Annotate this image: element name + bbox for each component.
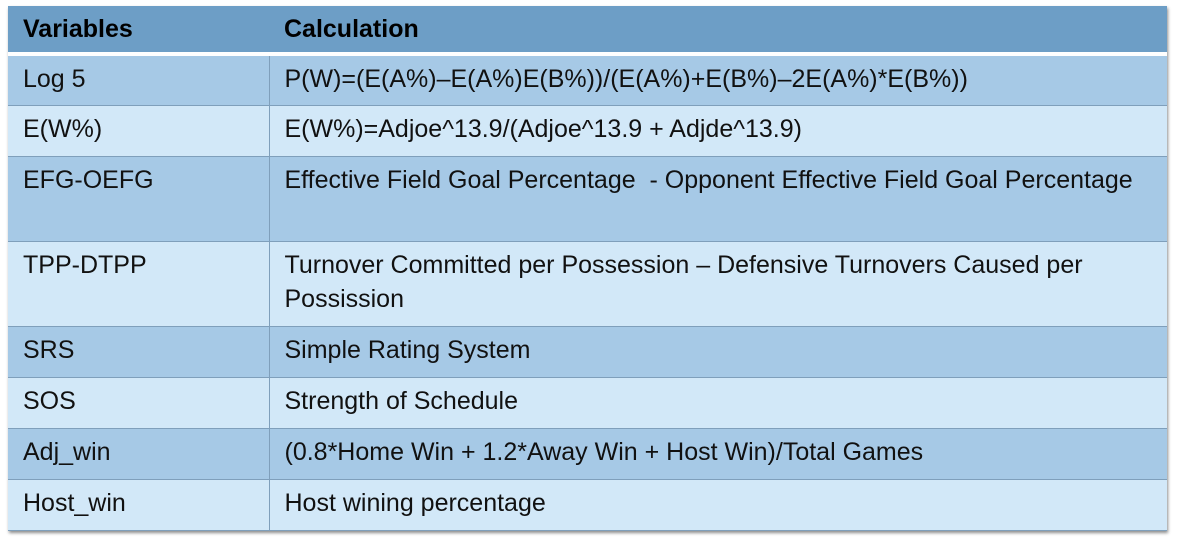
calculation-cell: E(W%)=Adjoe^13.9/(Adjoe^13.9 + Adjde^13.… (269, 105, 1167, 157)
variable-cell: Host_win (8, 479, 270, 531)
calculation-cell: Effective Field Goal Percentage - Oppone… (269, 156, 1167, 242)
variable-cell: Adj_win (8, 428, 270, 480)
table-row: SOS Strength of Schedule (8, 377, 1167, 429)
table-row: Log 5 P(W)=(E(A%)–E(A%)E(B%))/(E(A%)+E(B… (8, 53, 1167, 106)
table-row: EFG-OEFG Effective Field Goal Percentage… (8, 156, 1167, 242)
variable-cell: TPP-DTPP (8, 241, 270, 327)
calculation-cell: P(W)=(E(A%)–E(A%)E(B%))/(E(A%)+E(B%)–2E(… (269, 53, 1167, 106)
variable-cell: EFG-OEFG (8, 156, 270, 242)
variable-cell: Log 5 (8, 53, 270, 106)
calculation-cell: (0.8*Home Win + 1.2*Away Win + Host Win)… (269, 428, 1167, 480)
calculation-cell: Simple Rating System (269, 326, 1167, 378)
table-row: Adj_win (0.8*Home Win + 1.2*Away Win + H… (8, 428, 1167, 480)
table-row: TPP-DTPP Turnover Committed per Possessi… (8, 241, 1167, 327)
table-row: E(W%) E(W%)=Adjoe^13.9/(Adjoe^13.9 + Adj… (8, 105, 1167, 157)
table-row: Host_win Host wining percentage (8, 479, 1167, 531)
variables-table-container: Variables Calculation Log 5 P(W)=(E(A%)–… (8, 6, 1167, 531)
calculation-cell: Turnover Committed per Possession – Defe… (269, 241, 1167, 327)
variable-cell: SOS (8, 377, 270, 429)
table-header-row: Variables Calculation (8, 6, 1167, 56)
calculation-cell: Strength of Schedule (269, 377, 1167, 429)
variable-cell: SRS (8, 326, 270, 378)
variables-table: Variables Calculation Log 5 P(W)=(E(A%)–… (8, 6, 1167, 531)
header-calculation: Calculation (269, 6, 1167, 56)
calculation-cell: Host wining percentage (269, 479, 1167, 531)
header-variables: Variables (8, 6, 269, 56)
variable-cell: E(W%) (8, 105, 270, 157)
table-row: SRS Simple Rating System (8, 326, 1167, 378)
